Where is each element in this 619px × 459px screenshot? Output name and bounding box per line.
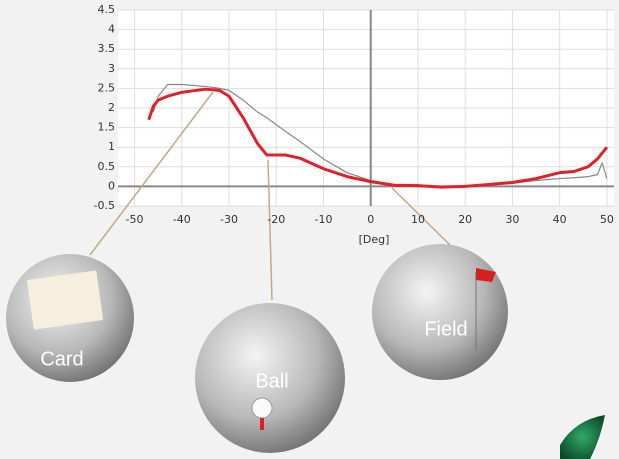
callout-line [267, 159, 273, 301]
y-tick-label: 2 [108, 101, 115, 114]
x-tick-label: -30 [220, 213, 238, 226]
y-tick-label: 4.5 [98, 3, 116, 16]
x-tick-label: -50 [126, 213, 144, 226]
x-tick-label: 10 [411, 213, 425, 226]
x-tick-label: -10 [315, 213, 333, 226]
y-tick-label: 1 [108, 140, 115, 153]
y-tick-label: 0 [108, 179, 115, 192]
y-tick-label: 3.5 [98, 42, 116, 55]
annotation: Ball [255, 370, 288, 392]
flag [476, 268, 496, 282]
x-tick-label: 40 [553, 213, 567, 226]
annotation: Field [424, 318, 467, 340]
corner-logo [560, 415, 605, 459]
field-bubble [372, 244, 508, 380]
x-tick-label: 50 [600, 213, 614, 226]
series-line [152, 83, 608, 187]
callouts [89, 91, 451, 301]
callout-line [89, 91, 214, 256]
x-tick-label: 0 [367, 213, 374, 226]
y-tick-label: 4 [108, 23, 115, 36]
callout-line [391, 187, 451, 246]
y-tick-label: 0.5 [98, 160, 116, 173]
y-tick-label: 2.5 [98, 81, 116, 94]
x-tick-label: 30 [505, 213, 519, 226]
ball-image [251, 397, 273, 419]
annotation: Card [40, 348, 83, 370]
tee-image [260, 418, 264, 430]
lines [147, 83, 609, 189]
x-tick-label: -40 [173, 213, 191, 226]
y-tick-label: 1.5 [98, 121, 116, 134]
y-tick-label: -0.5 [94, 199, 115, 212]
y-tick-label: 3 [108, 62, 115, 75]
grid [118, 9, 614, 207]
card-image [26, 270, 104, 330]
series-line [147, 87, 609, 189]
x-tick-label: -20 [267, 213, 285, 226]
x-axis-label: [Deg] [359, 233, 390, 246]
ball-bubble [195, 303, 345, 453]
x-tick-label: 20 [458, 213, 472, 226]
